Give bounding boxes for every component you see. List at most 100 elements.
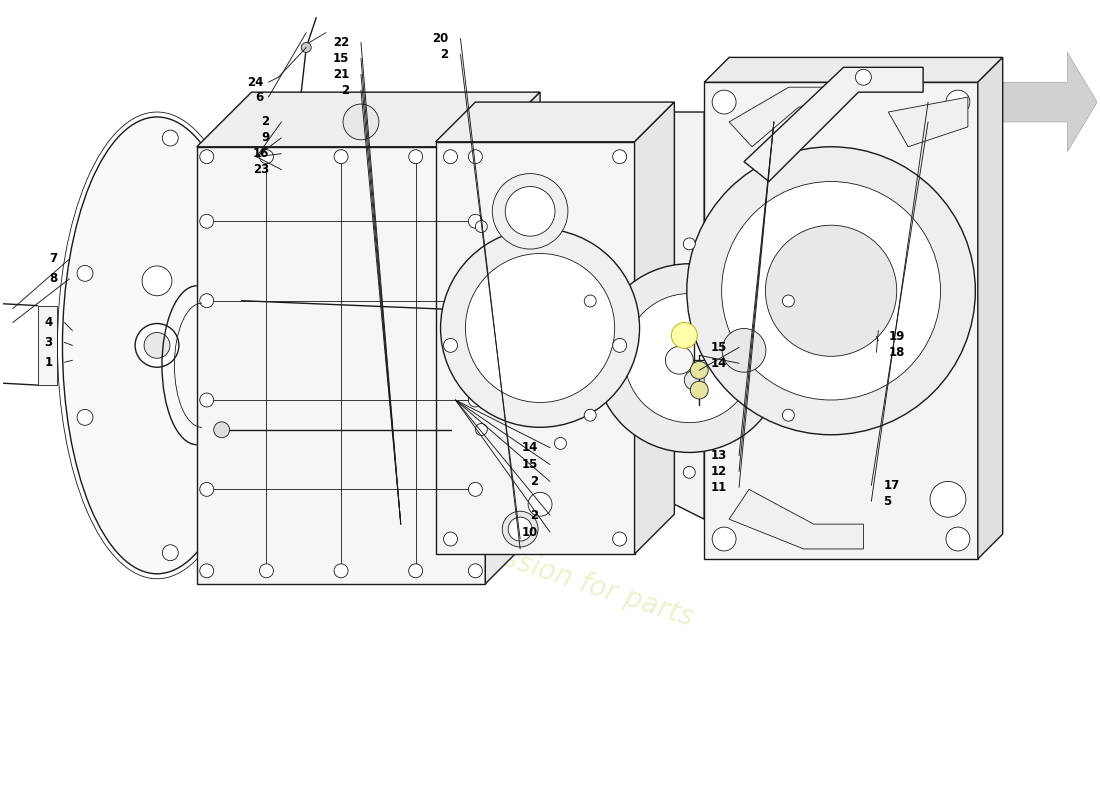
Circle shape — [465, 254, 615, 402]
Polygon shape — [744, 67, 923, 182]
Circle shape — [766, 226, 896, 356]
Text: europarts: europarts — [165, 251, 876, 589]
Text: 11: 11 — [711, 481, 727, 494]
Circle shape — [200, 482, 213, 496]
Circle shape — [163, 130, 178, 146]
Circle shape — [77, 266, 94, 282]
Circle shape — [931, 482, 966, 517]
Circle shape — [946, 527, 970, 551]
Circle shape — [712, 90, 736, 114]
Circle shape — [493, 174, 568, 249]
Text: 15: 15 — [711, 341, 727, 354]
Polygon shape — [889, 97, 968, 146]
Text: 4: 4 — [44, 316, 53, 329]
Circle shape — [334, 564, 348, 578]
Text: 1: 1 — [44, 356, 53, 369]
Text: 5: 5 — [883, 494, 892, 508]
Polygon shape — [704, 82, 978, 559]
Text: 16: 16 — [253, 147, 270, 160]
Polygon shape — [635, 102, 674, 554]
Text: 15: 15 — [521, 458, 538, 471]
Circle shape — [782, 410, 794, 421]
Polygon shape — [436, 142, 635, 554]
Circle shape — [409, 150, 422, 164]
Circle shape — [683, 238, 695, 250]
Circle shape — [475, 221, 487, 233]
Polygon shape — [485, 92, 540, 584]
Text: 24: 24 — [248, 76, 264, 89]
Circle shape — [469, 294, 482, 308]
Circle shape — [221, 410, 236, 426]
Circle shape — [686, 146, 976, 434]
Text: 15: 15 — [332, 52, 349, 65]
Circle shape — [443, 150, 458, 164]
Text: 8: 8 — [50, 272, 57, 286]
Circle shape — [260, 150, 274, 164]
Text: 9: 9 — [261, 131, 270, 144]
Circle shape — [856, 70, 871, 86]
Circle shape — [443, 532, 458, 546]
Circle shape — [613, 338, 627, 352]
Circle shape — [691, 362, 708, 379]
Circle shape — [334, 150, 348, 164]
Polygon shape — [197, 92, 540, 146]
Polygon shape — [978, 58, 1003, 559]
Circle shape — [200, 294, 213, 308]
Circle shape — [142, 266, 172, 296]
Text: 3: 3 — [44, 336, 53, 349]
Text: 21: 21 — [333, 68, 349, 81]
Circle shape — [613, 150, 627, 164]
Circle shape — [613, 532, 627, 546]
Circle shape — [671, 322, 697, 348]
Circle shape — [200, 214, 213, 228]
Circle shape — [469, 564, 482, 578]
Circle shape — [77, 410, 94, 426]
Circle shape — [782, 295, 794, 307]
Circle shape — [221, 266, 236, 282]
Circle shape — [163, 545, 178, 561]
Circle shape — [712, 527, 736, 551]
Ellipse shape — [63, 117, 252, 574]
Text: 7: 7 — [50, 253, 57, 266]
Polygon shape — [704, 58, 1003, 82]
Circle shape — [584, 410, 596, 421]
Text: 14: 14 — [711, 357, 727, 370]
Circle shape — [135, 323, 179, 367]
Text: 13: 13 — [711, 449, 727, 462]
Circle shape — [666, 346, 693, 374]
Text: 2: 2 — [341, 84, 349, 97]
Circle shape — [469, 393, 482, 407]
Circle shape — [301, 42, 311, 53]
Circle shape — [343, 104, 378, 140]
Circle shape — [722, 329, 766, 372]
Circle shape — [144, 333, 169, 358]
Circle shape — [554, 206, 566, 218]
Circle shape — [554, 438, 566, 450]
Circle shape — [508, 517, 532, 541]
Circle shape — [503, 511, 538, 547]
Circle shape — [213, 422, 230, 438]
Circle shape — [528, 492, 552, 516]
Polygon shape — [729, 490, 864, 549]
Circle shape — [200, 393, 213, 407]
Polygon shape — [197, 146, 485, 584]
Circle shape — [443, 338, 458, 352]
Polygon shape — [729, 87, 828, 146]
Text: 6: 6 — [255, 90, 264, 104]
Circle shape — [946, 90, 970, 114]
Circle shape — [625, 294, 754, 422]
Text: 2: 2 — [440, 48, 449, 61]
Text: 23: 23 — [253, 163, 270, 176]
Circle shape — [691, 381, 708, 399]
Polygon shape — [37, 306, 57, 385]
Circle shape — [722, 182, 940, 400]
Text: 18: 18 — [889, 346, 904, 359]
Text: 2: 2 — [530, 475, 538, 488]
Circle shape — [684, 370, 704, 390]
Circle shape — [200, 150, 213, 164]
Circle shape — [584, 295, 596, 307]
Circle shape — [260, 564, 274, 578]
Circle shape — [469, 150, 482, 164]
Text: 19: 19 — [889, 330, 904, 343]
Text: 12: 12 — [711, 465, 727, 478]
